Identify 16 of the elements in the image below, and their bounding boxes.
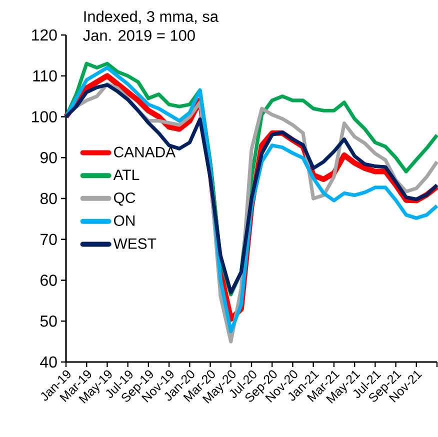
y-tick-label: 120 [32,29,57,41]
legend-label: ATL [113,170,140,180]
y-tick-label: 110 [33,70,57,82]
legend-label: CANADA [114,146,176,158]
y-tick-label: 70 [40,234,57,246]
chart-title: Indexed, 3 mma, sa [84,10,218,24]
y-tick-label: 40 [40,356,57,368]
legend-label: ON [114,215,134,226]
legend-label: QC [114,192,136,206]
chart-subtitle: Jan. 2019 = 100 [83,30,195,41]
y-tick-label: 60 [40,274,57,286]
y-tick-label: 80 [40,192,57,204]
y-tick-label: 100 [32,111,57,122]
y-tick-label: 90 [40,152,57,164]
legend-label: WEST [113,238,156,249]
y-tick-label: 50 [40,315,57,327]
